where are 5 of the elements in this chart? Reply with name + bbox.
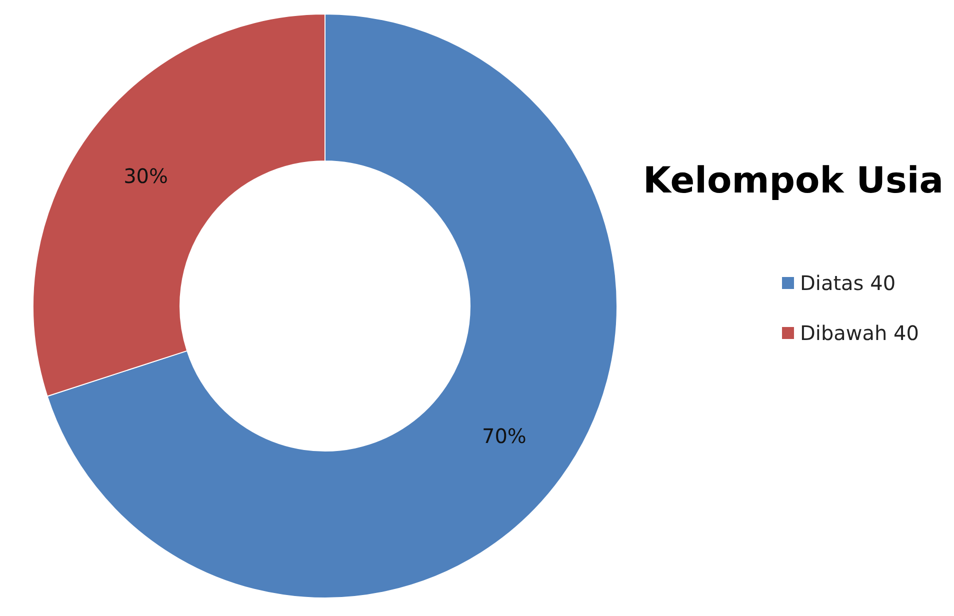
legend-label: Dibawah 40 [800, 321, 920, 345]
data-label: 30% [124, 164, 168, 188]
legend-label: Diatas 40 [800, 271, 896, 295]
text: Kelompok Usia [643, 160, 944, 202]
data-label: 70% [482, 424, 526, 448]
